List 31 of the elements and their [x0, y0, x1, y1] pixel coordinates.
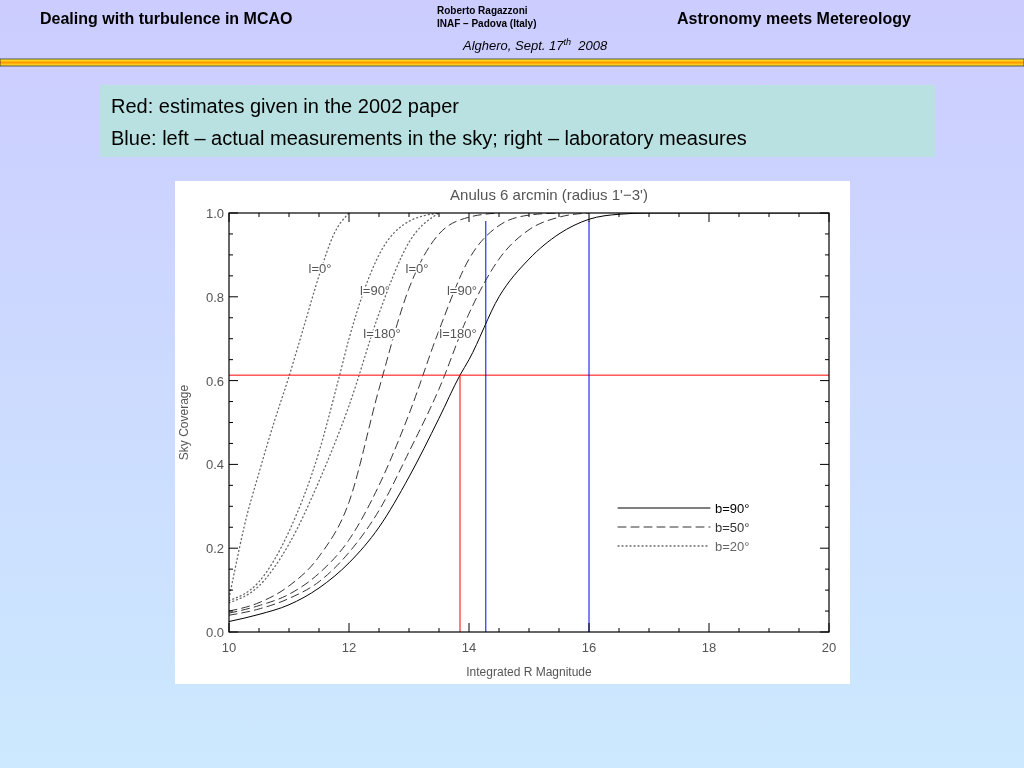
text: b=50° [715, 520, 750, 535]
annotation: l=90° [359, 283, 391, 298]
y-tick-label: 0.8 [205, 289, 224, 305]
x-tick-label: 16 [581, 640, 597, 655]
text: b=20° [715, 539, 750, 554]
x-tick-label: 12 [341, 640, 357, 655]
y-tick-label: 0.4 [205, 457, 224, 473]
x-tick-label: 18 [701, 640, 717, 655]
annotation: l=180° [439, 326, 477, 341]
x-tick-label: 14 [461, 640, 477, 655]
text: Alghero, Sept. 17$^{th}$ 2008 [462, 37, 608, 53]
y-tick-label: 0.0 [205, 625, 224, 640]
annotation: l=0° [308, 261, 332, 276]
text: Dealing with turbulence in MCAO [40, 10, 293, 27]
y-axis-title: Sky Coverage [177, 384, 191, 461]
x-tick-label: 10 [221, 640, 237, 655]
annotation: l=180° [363, 326, 401, 341]
x-tick-label: 20 [821, 640, 837, 655]
text: Blue: left – actual measurements in the sky; right – laboratory measures [111, 127, 747, 149]
y-tick-label: 0.6 [205, 373, 224, 389]
text: INAF – Padova (Italy) [437, 18, 537, 29]
text: Astronomy meets Metereology [677, 10, 911, 27]
chart-title: Anulus 6 arcmin (radius 1'−3') [450, 186, 648, 203]
text: b=90° [715, 501, 750, 516]
y-tick-label: 0.2 [205, 541, 224, 557]
text: Roberto Ragazzoni [437, 5, 528, 16]
x-axis-title: Integrated R Magnitude [466, 665, 593, 679]
text: Red: estimates given in the 2002 paper [111, 95, 460, 117]
annotation: l=90° [446, 283, 478, 298]
annotation: l=0° [405, 261, 429, 276]
y-tick-label: 1.0 [205, 206, 224, 221]
